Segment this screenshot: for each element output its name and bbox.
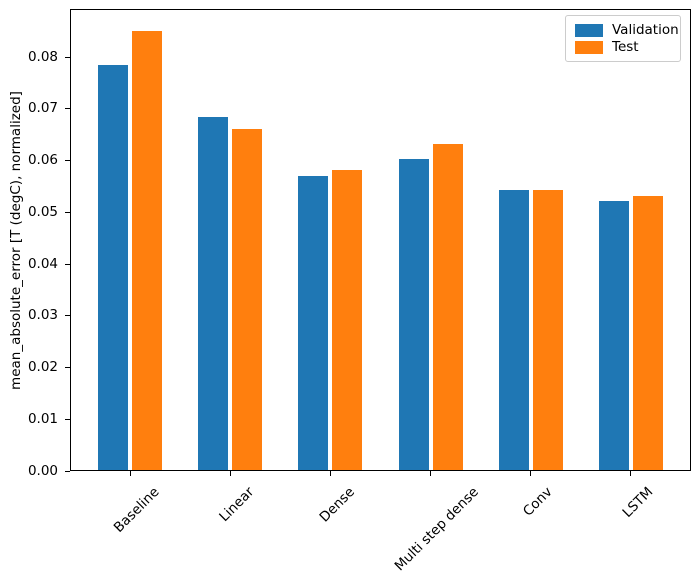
- x-tick-label-conv: Conv: [519, 484, 556, 520]
- legend-label-validation: Validation: [612, 22, 679, 38]
- bar-validation-linear: [198, 116, 229, 471]
- legend-label-test: Test: [612, 39, 639, 55]
- x-tick-mark: [329, 471, 331, 476]
- y-tick-label-0.05: 0.05: [27, 203, 58, 220]
- bar-test-dense: [332, 169, 363, 471]
- y-tick-mark: [65, 211, 70, 213]
- bar-test-linear: [232, 128, 263, 471]
- bar-validation-dense: [298, 175, 329, 471]
- x-tick-mark: [630, 471, 632, 476]
- y-tick-label-0.06: 0.06: [27, 152, 58, 169]
- bar-test-baseline: [132, 30, 163, 471]
- y-tick-mark: [65, 263, 70, 265]
- y-tick-label-0.00: 0.00: [27, 462, 58, 479]
- bar-validation-lstm: [598, 200, 629, 471]
- bar-validation-multi-step-dense: [398, 159, 429, 471]
- x-tick-label-linear: Linear: [216, 484, 258, 525]
- x-tick-label-multi-step-dense: Multi step dense: [391, 484, 483, 575]
- bar-test-conv: [532, 190, 563, 471]
- x-tick-mark: [229, 471, 231, 476]
- y-tick-label-0.02: 0.02: [27, 359, 58, 376]
- bar-validation-baseline: [98, 65, 129, 471]
- x-tick-label-baseline: Baseline: [111, 484, 163, 536]
- legend: Validation Test: [565, 15, 681, 62]
- bar-test-lstm: [632, 195, 663, 471]
- x-tick-mark: [129, 471, 131, 476]
- y-tick-mark: [65, 108, 70, 110]
- bar-validation-conv: [498, 189, 529, 471]
- x-tick-label-lstm: LSTM: [619, 484, 656, 521]
- y-tick-mark: [65, 367, 70, 369]
- legend-entry-validation: Validation: [575, 23, 679, 37]
- legend-entry-test: Test: [575, 39, 671, 55]
- y-tick-mark: [65, 160, 70, 162]
- y-tick-mark: [65, 470, 70, 472]
- y-tick-mark: [65, 418, 70, 420]
- y-tick-label-0.01: 0.01: [27, 410, 58, 427]
- x-tick-label-dense: Dense: [316, 484, 358, 526]
- y-tick-label-0.07: 0.07: [27, 100, 58, 117]
- y-tick-mark: [65, 56, 70, 58]
- y-tick-label-0.08: 0.08: [27, 48, 58, 65]
- y-tick-label-0.04: 0.04: [27, 255, 58, 272]
- test-color-swatch: [575, 41, 603, 54]
- validation-color-swatch: [575, 24, 603, 37]
- bar-test-multi-step-dense: [432, 144, 463, 471]
- x-tick-mark: [430, 471, 432, 476]
- y-axis-label: mean_absolute_error [T (degC), normalize…: [7, 90, 24, 390]
- x-tick-mark: [530, 471, 532, 476]
- y-tick-label-0.03: 0.03: [27, 307, 58, 324]
- y-tick-mark: [65, 315, 70, 317]
